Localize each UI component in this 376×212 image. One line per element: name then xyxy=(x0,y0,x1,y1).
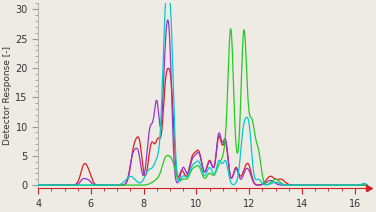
Y-axis label: Detector Response [-]: Detector Response [-] xyxy=(3,46,12,145)
